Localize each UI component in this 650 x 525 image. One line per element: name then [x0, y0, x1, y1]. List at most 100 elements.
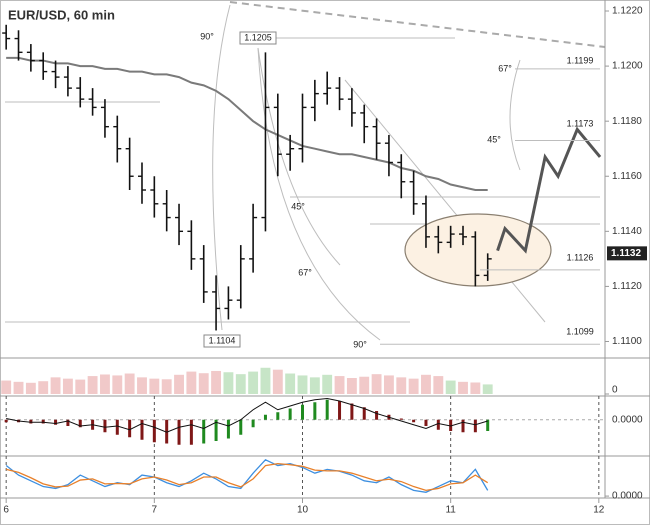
ohlc-bar: [434, 225, 443, 254]
ohlc-bar: [249, 203, 258, 273]
macd-bar: [140, 419, 144, 440]
volume-bar: [470, 382, 481, 394]
macd-bar: [54, 419, 58, 425]
volume-bar: [371, 374, 382, 394]
volume-bar: [297, 375, 308, 394]
volume-bar: [25, 382, 36, 394]
volume-bar: [421, 374, 431, 394]
macd-bar: [375, 411, 379, 420]
volume-bar: [285, 373, 296, 394]
last-price-label: 1.1132: [611, 248, 641, 259]
price-annotation: 1.1205: [244, 32, 272, 42]
volume-bar: [482, 384, 493, 394]
volume-bar: [62, 378, 73, 394]
highlight-ellipse: [404, 213, 552, 287]
price-annotation: 1.1199: [567, 55, 594, 65]
macd-bar: [165, 419, 169, 444]
price-annotation: 1.1126: [567, 252, 594, 262]
ohlc-bar: [360, 104, 369, 144]
last-price-box: [607, 246, 647, 261]
volume-bar: [186, 371, 197, 394]
volume-bar: [334, 376, 345, 394]
macd-bar: [214, 419, 218, 441]
fib-arc: [257, 47, 381, 341]
macd-bar: [424, 419, 428, 426]
label-box: [239, 31, 277, 45]
macd-bar: [128, 419, 132, 438]
volume-bar: [100, 374, 110, 394]
macd-bar: [449, 419, 453, 431]
ohlc-bar: [323, 71, 332, 105]
macd-bar: [412, 419, 416, 423]
y-tick-label: 0.0000: [612, 414, 643, 425]
ohlc-bar: [76, 77, 85, 108]
trend-line: [229, 1, 606, 48]
angle-label: 90°: [200, 31, 214, 41]
volume-bar: [50, 377, 61, 394]
volume-bar: [248, 371, 259, 394]
ohlc-bar: [409, 170, 418, 215]
ohlc-bar: [459, 225, 468, 246]
y-tick-label: 1.1220: [612, 6, 643, 17]
fib-arc: [257, 47, 341, 266]
ohlc-bar: [483, 253, 492, 281]
macd-bar: [313, 402, 317, 420]
macd-bar: [276, 412, 280, 420]
x-tick-label: 12: [593, 505, 605, 516]
ohlc-bar: [397, 154, 406, 199]
macd-bar: [251, 419, 255, 428]
ohlc-bar: [224, 286, 233, 320]
price-annotation: 1.1099: [566, 326, 594, 336]
ohlc-bar: [63, 66, 72, 97]
ohlc-bar: [26, 44, 35, 72]
ohlc-bar: [236, 245, 245, 309]
volume-bar: [112, 375, 123, 394]
ohlc-bar: [187, 220, 196, 270]
volume-bar: [75, 379, 86, 394]
volume-bar: [359, 376, 370, 394]
volume-bar: [137, 377, 147, 394]
volume-bar: [396, 377, 407, 394]
ohlc-bar: [273, 93, 282, 177]
macd-bar: [473, 419, 477, 433]
ohlc-bar: [298, 93, 307, 163]
angle-label: 90°: [353, 339, 367, 349]
volume-bar: [433, 376, 444, 394]
ohlc-bar: [175, 203, 184, 246]
angle-label: 45°: [291, 201, 305, 211]
ohlc-bar: [446, 225, 455, 248]
y-tick-label: 1.1100: [612, 336, 642, 347]
x-tick-label: 7: [152, 505, 158, 516]
ohlc-bar: [199, 245, 208, 303]
ohlc-bar: [51, 60, 60, 89]
ohlc-bar: [335, 77, 344, 111]
x-tick-label: 11: [445, 505, 456, 516]
volume-bar: [198, 373, 209, 394]
ohlc-bar: [39, 52, 48, 80]
price-annotation: 1.1104: [209, 335, 236, 345]
fib-fan: [5, 4, 600, 341]
macd-bar: [362, 407, 366, 420]
y-tick-label: 1.1140: [612, 226, 642, 237]
volume-bar: [383, 375, 394, 394]
macd-signal: [6, 397, 488, 433]
macd-bar: [399, 418, 403, 420]
ohlc-bar: [162, 190, 171, 232]
ohlc-bar: [347, 88, 356, 127]
fib-arc: [212, 4, 231, 331]
volume-bar: [309, 377, 320, 394]
angle-label: 67°: [498, 63, 512, 73]
volume-bar: [346, 378, 357, 394]
ohlc-bar: [14, 30, 23, 61]
volume-bar: [87, 376, 98, 394]
volume-bar: [458, 381, 468, 394]
ohlc-bar: [421, 195, 430, 248]
projection-line: [496, 126, 602, 254]
y-tick-label: 1.1120: [612, 281, 642, 292]
ohlc-bar: [113, 115, 122, 163]
volume-bar: [13, 381, 24, 394]
macd-bar: [301, 404, 304, 420]
macd-bar: [263, 414, 267, 420]
ohlc-bar: [137, 162, 146, 204]
